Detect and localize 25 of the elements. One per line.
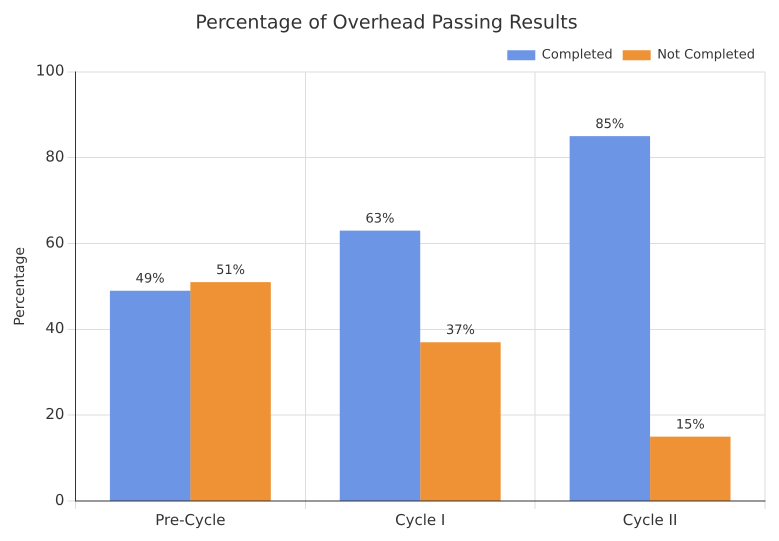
bar bbox=[570, 136, 650, 500]
bar bbox=[190, 282, 271, 500]
legend-label: Not Completed bbox=[657, 48, 755, 63]
data-label: 63% bbox=[366, 211, 394, 226]
x-tick-label: Cycle II bbox=[622, 510, 678, 529]
y-tick-label: 40 bbox=[45, 319, 64, 338]
y-tick-label: 20 bbox=[45, 405, 64, 424]
x-tick-label: Pre-Cycle bbox=[155, 510, 226, 529]
y-tick-label: 0 bbox=[54, 490, 64, 509]
data-label: 37% bbox=[446, 323, 475, 338]
data-label: 85% bbox=[595, 117, 624, 132]
bar bbox=[340, 230, 420, 500]
bar bbox=[420, 342, 501, 500]
chart-title: Percentage of Overhead Passing Results bbox=[195, 11, 578, 34]
data-label: 15% bbox=[676, 417, 705, 432]
y-axis-title: Percentage bbox=[12, 247, 28, 326]
data-label: 49% bbox=[136, 272, 165, 287]
data-label: 51% bbox=[216, 262, 246, 278]
y-tick-label: 80 bbox=[45, 148, 64, 166]
legend-label: Completed bbox=[542, 48, 613, 63]
bar bbox=[110, 290, 190, 500]
x-tick-label: Cycle I bbox=[395, 510, 446, 529]
y-tick-label: 60 bbox=[45, 233, 64, 252]
bar bbox=[650, 436, 731, 500]
y-tick-label: 100 bbox=[36, 62, 64, 80]
